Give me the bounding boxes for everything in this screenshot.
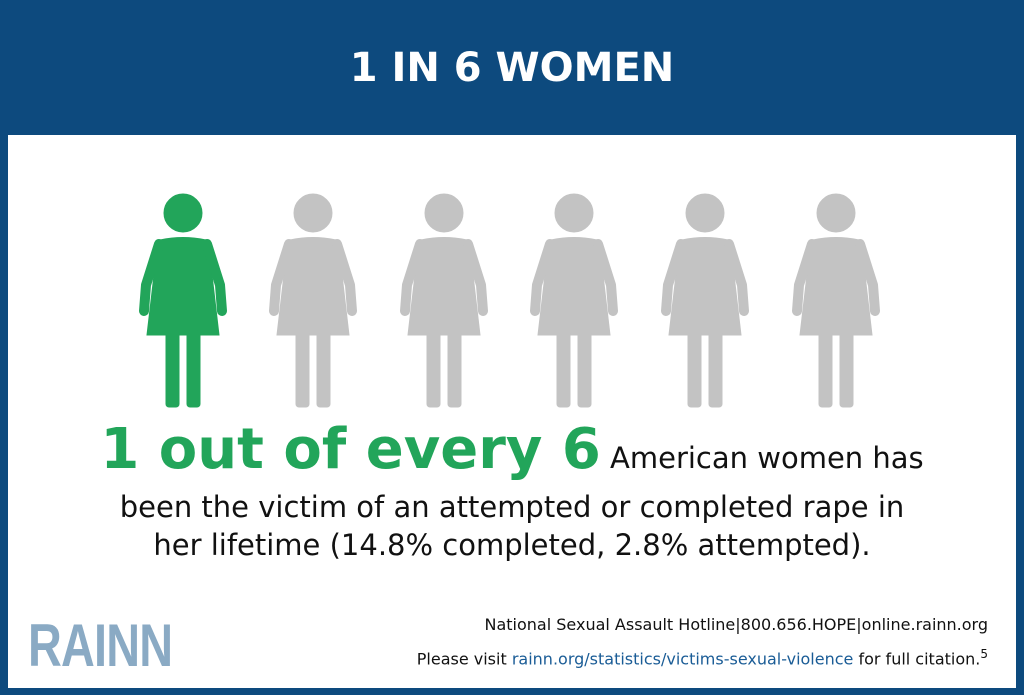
statement: 1 out of every 6 American women has been… [8, 420, 1016, 564]
citation-suffix: for full citation. [858, 649, 981, 669]
citation-prefix: Please visit [416, 649, 507, 669]
citation-note: 5 [980, 647, 988, 661]
figure [274, 194, 352, 407]
header-title: 1 IN 6 WOMEN [349, 44, 675, 91]
figure [535, 194, 613, 407]
statement-line: American women has [610, 441, 924, 475]
figure [797, 194, 875, 407]
statement-line: been the victim of an attempted or compl… [119, 490, 905, 524]
figures [8, 135, 1016, 425]
figure [666, 194, 744, 407]
panel: 1 out of every 6 American women has been… [8, 135, 1016, 688]
citation: Please visit rainn.org/statistics/victim… [417, 647, 988, 668]
figure-highlight [144, 194, 222, 407]
logo: RAINN [28, 612, 173, 679]
figure [405, 194, 483, 407]
highlight: 1 out of every 6 [100, 417, 601, 482]
hotline: National Sexual Assault Hotline|800.656.… [484, 615, 989, 634]
citation-link[interactable]: rainn.org/statistics/victims-sexual-viol… [511, 649, 854, 669]
statement-line: her lifetime (14.8% completed, 2.8% atte… [153, 528, 871, 562]
